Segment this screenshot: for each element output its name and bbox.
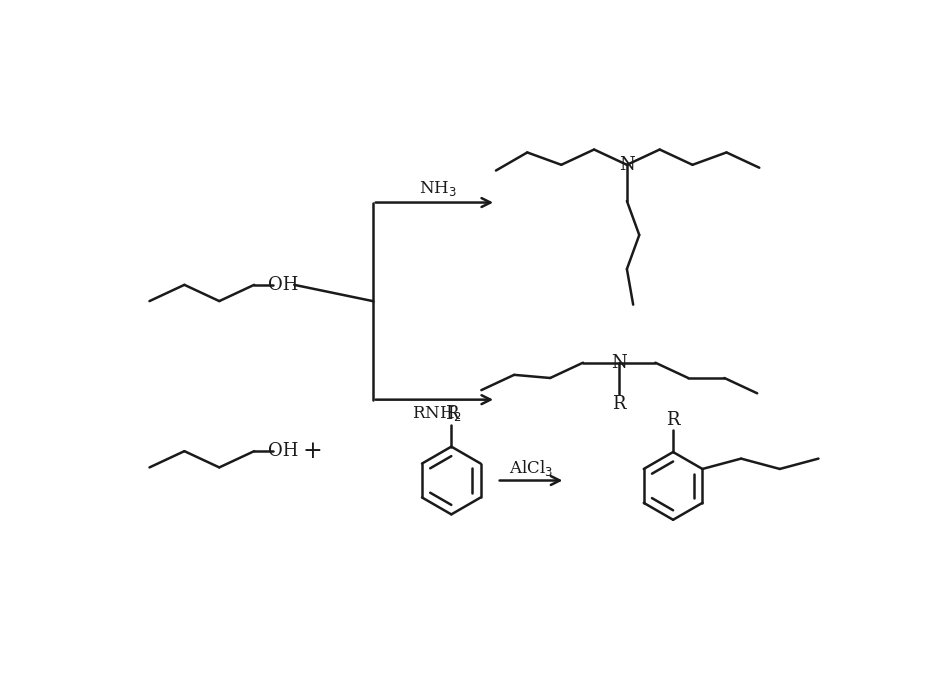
Text: AlCl$_3$: AlCl$_3$: [509, 458, 554, 478]
Text: R: R: [612, 395, 626, 413]
Text: R: R: [667, 410, 680, 429]
Text: R: R: [444, 405, 458, 423]
Text: +: +: [303, 439, 323, 462]
Text: OH: OH: [268, 442, 299, 460]
Text: RNH$_2$: RNH$_2$: [412, 404, 462, 423]
Text: NH$_3$: NH$_3$: [419, 179, 456, 198]
Text: N: N: [619, 156, 635, 174]
Text: N: N: [611, 354, 627, 371]
Text: OH: OH: [268, 276, 299, 294]
